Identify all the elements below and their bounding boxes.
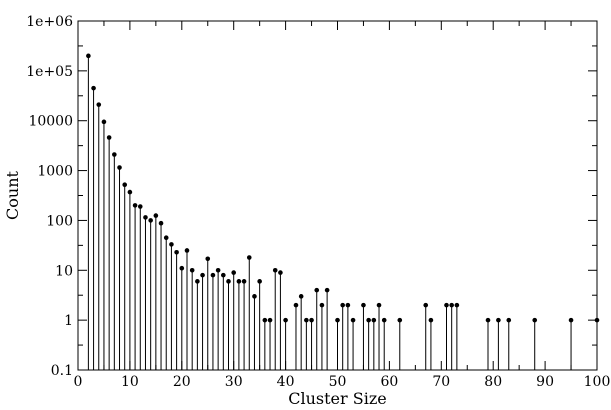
data-point	[485, 317, 491, 323]
stem-lines	[87, 55, 598, 370]
data-point	[278, 270, 283, 275]
data-point	[132, 203, 138, 208]
data-point	[215, 267, 221, 273]
data-points	[86, 53, 600, 323]
data-point	[444, 302, 449, 308]
y-tick-label: 10	[55, 263, 73, 279]
data-point	[397, 317, 403, 323]
x-axis-ticks: 0 10 20 30 40 50 60 70 80 90 100	[74, 21, 611, 390]
data-point	[350, 317, 356, 323]
plot-frame	[77, 20, 598, 371]
data-point	[272, 267, 278, 273]
y-tick-label: 10000	[28, 114, 73, 130]
y-tick-label: 1e+05	[26, 64, 73, 80]
data-point	[127, 189, 133, 195]
data-point	[106, 135, 112, 140]
data-point	[169, 242, 174, 247]
data-point	[195, 279, 200, 284]
data-point	[205, 256, 211, 262]
y-tick-label: 100	[46, 213, 73, 229]
data-point	[381, 317, 387, 323]
data-point	[96, 102, 102, 107]
data-point	[226, 279, 231, 284]
data-point	[366, 317, 371, 323]
data-point	[241, 279, 247, 284]
data-point	[179, 265, 185, 271]
data-point	[335, 317, 340, 323]
data-point	[345, 302, 351, 308]
x-tick-label: 20	[173, 374, 191, 390]
data-point	[283, 317, 288, 323]
data-point	[298, 294, 304, 299]
x-tick-label: 90	[536, 374, 554, 390]
data-point	[423, 302, 429, 308]
data-point	[112, 152, 117, 157]
x-axis-label: Cluster Size	[288, 389, 386, 408]
x-tick-label: 80	[484, 374, 502, 390]
y-tick-label: 1000	[37, 164, 73, 180]
data-point	[101, 119, 107, 125]
data-point	[496, 317, 501, 323]
x-tick-label: 10	[121, 374, 139, 390]
data-point	[340, 302, 345, 308]
data-point	[376, 302, 382, 308]
data-point	[319, 302, 325, 308]
data-point	[371, 317, 377, 323]
data-point	[267, 317, 273, 323]
data-point	[158, 220, 164, 226]
data-point	[257, 279, 262, 284]
x-tick-label: 70	[432, 374, 450, 390]
data-point	[314, 287, 320, 293]
data-point	[174, 249, 179, 255]
data-point	[304, 317, 309, 323]
data-point	[143, 215, 148, 220]
data-point	[200, 272, 205, 278]
y-tick-label: 0.1	[51, 363, 73, 379]
data-point	[293, 302, 299, 308]
data-point	[449, 302, 454, 308]
x-tick-label: 60	[380, 374, 398, 390]
data-point	[236, 279, 242, 284]
data-point	[148, 218, 153, 223]
data-point	[532, 317, 538, 323]
data-point	[210, 272, 216, 278]
data-point	[252, 294, 257, 299]
data-point	[568, 317, 574, 323]
data-point	[163, 235, 169, 241]
data-point	[153, 213, 159, 218]
y-axis-label: Count	[3, 170, 22, 219]
data-point	[361, 302, 366, 308]
data-point	[86, 53, 91, 59]
y-tick-label: 1	[64, 313, 73, 329]
data-point	[221, 272, 226, 278]
x-tick-label: 0	[74, 374, 83, 390]
data-point	[117, 165, 122, 170]
data-point	[231, 270, 236, 275]
data-point	[246, 255, 252, 260]
data-point	[309, 317, 314, 323]
data-point	[428, 317, 434, 323]
x-tick-label: 30	[225, 374, 243, 390]
x-tick-label: 50	[329, 374, 347, 390]
data-point	[506, 317, 512, 323]
data-point	[324, 287, 330, 293]
x-tick-label: 100	[584, 374, 611, 390]
data-point	[262, 317, 268, 323]
data-point	[91, 85, 96, 91]
data-point	[184, 248, 190, 253]
x-tick-label: 40	[277, 374, 295, 390]
data-point	[454, 302, 460, 308]
data-point	[189, 267, 195, 273]
data-point	[122, 182, 128, 188]
data-point	[137, 204, 143, 209]
y-axis-ticks: 0.1 1 10 100 1000 10000 1e+05 1e+06	[26, 14, 597, 379]
y-tick-label: 1e+06	[26, 14, 73, 30]
